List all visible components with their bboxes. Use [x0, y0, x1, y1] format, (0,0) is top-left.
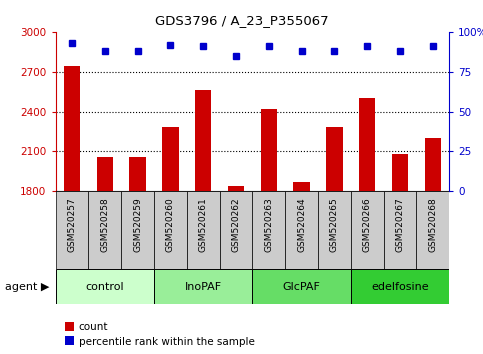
Bar — [392, 154, 408, 191]
FancyBboxPatch shape — [187, 191, 220, 269]
Text: GSM520257: GSM520257 — [68, 198, 76, 252]
Text: agent ▶: agent ▶ — [5, 282, 49, 292]
Bar — [97, 156, 113, 191]
Text: GlcPAF: GlcPAF — [283, 282, 321, 292]
Bar — [359, 98, 375, 191]
FancyBboxPatch shape — [252, 191, 285, 269]
Text: GSM520266: GSM520266 — [363, 198, 372, 252]
FancyBboxPatch shape — [154, 191, 187, 269]
FancyBboxPatch shape — [384, 191, 416, 269]
Bar — [64, 66, 80, 191]
Text: edelfosine: edelfosine — [371, 282, 429, 292]
FancyBboxPatch shape — [121, 191, 154, 269]
Bar — [162, 127, 179, 191]
FancyBboxPatch shape — [351, 191, 384, 269]
FancyBboxPatch shape — [318, 191, 351, 269]
FancyBboxPatch shape — [56, 269, 154, 304]
FancyBboxPatch shape — [285, 191, 318, 269]
Bar — [425, 138, 441, 191]
FancyBboxPatch shape — [416, 191, 449, 269]
Bar — [260, 109, 277, 191]
Bar — [129, 156, 146, 191]
Text: GSM520263: GSM520263 — [264, 198, 273, 252]
Text: GSM520259: GSM520259 — [133, 198, 142, 252]
FancyBboxPatch shape — [56, 191, 88, 269]
FancyBboxPatch shape — [351, 269, 449, 304]
Text: control: control — [85, 282, 124, 292]
FancyBboxPatch shape — [88, 191, 121, 269]
FancyBboxPatch shape — [252, 269, 351, 304]
Bar — [326, 127, 342, 191]
Text: count: count — [79, 322, 108, 332]
Text: GDS3796 / A_23_P355067: GDS3796 / A_23_P355067 — [155, 14, 328, 27]
FancyBboxPatch shape — [154, 269, 252, 304]
Text: GSM520265: GSM520265 — [330, 198, 339, 252]
Text: GSM520260: GSM520260 — [166, 198, 175, 252]
Text: GSM520258: GSM520258 — [100, 198, 109, 252]
Text: GSM520268: GSM520268 — [428, 198, 437, 252]
Bar — [195, 90, 212, 191]
Text: percentile rank within the sample: percentile rank within the sample — [79, 337, 255, 347]
Text: GSM520262: GSM520262 — [231, 198, 241, 252]
Bar — [228, 186, 244, 191]
FancyBboxPatch shape — [220, 191, 252, 269]
Bar — [293, 182, 310, 191]
Text: InoPAF: InoPAF — [185, 282, 222, 292]
Text: GSM520267: GSM520267 — [396, 198, 404, 252]
Text: GSM520261: GSM520261 — [199, 198, 208, 252]
Text: GSM520264: GSM520264 — [297, 198, 306, 252]
